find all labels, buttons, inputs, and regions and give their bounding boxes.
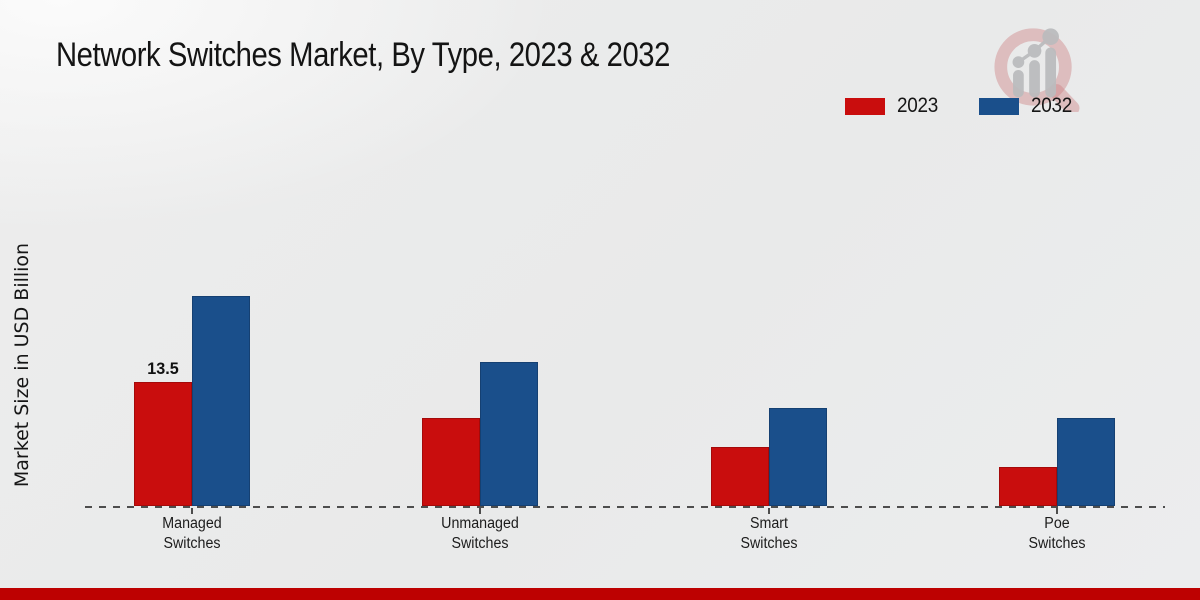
legend-item-2023: 2023 xyxy=(845,94,943,118)
x-tick xyxy=(1056,508,1058,514)
legend-swatch-2032 xyxy=(978,97,1019,115)
bar-value-label: 13.5 xyxy=(147,358,179,378)
x-tick xyxy=(191,508,193,514)
bar-2032-managed-switches xyxy=(192,296,250,506)
bar-2032-poe-switches xyxy=(1057,417,1115,506)
x-tick xyxy=(479,508,481,514)
bar-2023-poe-switches xyxy=(999,467,1057,506)
trend-bars-icon xyxy=(1012,28,1059,98)
bar-2023-managed-switches xyxy=(134,381,192,506)
x-tick-label: Managed Switches xyxy=(162,515,222,552)
bar-2032-smart-switches xyxy=(769,408,827,506)
bar-2023-unmanaged-switches xyxy=(422,417,480,506)
x-tick xyxy=(768,508,770,514)
legend-label-2032: 2032 xyxy=(1030,94,1072,117)
legend-label-2023: 2023 xyxy=(897,94,938,117)
legend: 2023 2032 xyxy=(845,94,1076,118)
x-tick-label: Unmanaged Switches xyxy=(441,515,519,552)
footer-accent-bar xyxy=(0,588,1200,600)
bar-2032-unmanaged-switches xyxy=(480,361,538,506)
legend-swatch-2023 xyxy=(845,97,885,115)
magnifier-bar-chart-logo xyxy=(994,28,1080,112)
magnifier-icon xyxy=(994,28,1080,112)
chart-title: Network Switches Market, By Type, 2023 &… xyxy=(56,36,670,74)
x-tick-label: Poe Switches xyxy=(1028,515,1086,552)
x-axis-baseline xyxy=(85,506,1165,508)
legend-item-2032: 2032 xyxy=(978,94,1077,118)
bar-2023-smart-switches xyxy=(711,447,769,506)
x-tick-label: Smart Switches xyxy=(740,515,798,552)
